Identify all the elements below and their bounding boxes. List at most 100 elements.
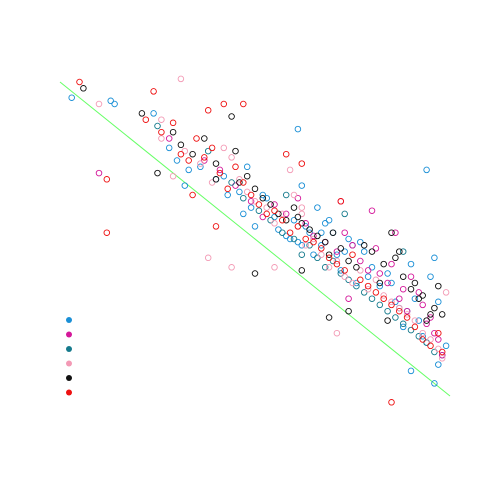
- data-point: [255, 201, 263, 208]
- data-point: [177, 150, 185, 158]
- data-point: [419, 301, 426, 309]
- data-point: [318, 245, 325, 252]
- data-point: [259, 213, 267, 221]
- data-point: [407, 326, 415, 334]
- data-point: [415, 333, 423, 340]
- data-point: [150, 110, 157, 117]
- data-points-layer: [68, 75, 450, 406]
- data-point: [341, 273, 348, 280]
- data-point: [177, 75, 185, 83]
- data-point: [325, 314, 333, 321]
- data-point: [388, 279, 395, 287]
- data-point: [349, 242, 356, 249]
- data-point: [399, 248, 407, 255]
- series-4: [95, 75, 450, 362]
- data-point: [95, 169, 103, 177]
- data-point: [438, 348, 446, 356]
- data-point: [76, 78, 83, 86]
- data-point: [302, 235, 309, 243]
- data-point: [169, 128, 177, 136]
- data-point: [357, 276, 364, 284]
- data-point: [384, 307, 391, 315]
- data-point: [204, 107, 212, 114]
- data-point: [388, 298, 395, 306]
- data-point: [411, 323, 419, 331]
- data-point: [423, 317, 430, 324]
- data-point: [419, 333, 426, 340]
- data-point: [263, 210, 270, 218]
- data-point: [212, 160, 220, 167]
- data-point: [333, 329, 341, 337]
- data-point: [228, 154, 235, 161]
- data-point: [306, 226, 313, 233]
- data-point: [372, 245, 380, 252]
- data-point: [427, 311, 434, 318]
- legend-marker-2: [66, 331, 72, 338]
- data-point: [403, 311, 411, 318]
- data-point: [423, 320, 430, 328]
- data-point: [388, 229, 395, 236]
- data-point: [388, 399, 395, 406]
- series-1: [68, 94, 450, 387]
- data-point: [438, 311, 446, 318]
- data-point: [298, 242, 306, 249]
- data-point: [154, 169, 161, 177]
- data-point: [364, 282, 372, 290]
- data-point: [263, 194, 270, 202]
- data-point: [111, 100, 118, 108]
- data-point: [165, 135, 173, 142]
- data-point: [154, 122, 161, 130]
- data-point: [302, 242, 309, 249]
- data-point: [212, 176, 220, 183]
- data-point: [189, 191, 196, 199]
- legend-marker-1: [66, 317, 72, 323]
- data-point: [384, 317, 391, 324]
- data-point: [310, 238, 317, 246]
- data-point: [275, 226, 282, 233]
- legend-marker-3: [66, 346, 72, 352]
- data-point: [232, 147, 239, 155]
- data-point: [294, 223, 302, 230]
- data-point: [294, 125, 302, 133]
- data-point: [349, 279, 356, 287]
- data-point: [357, 267, 364, 274]
- data-point: [158, 128, 165, 136]
- data-point: [442, 342, 450, 350]
- data-point: [415, 317, 423, 324]
- data-point: [435, 298, 442, 306]
- data-point: [360, 248, 368, 255]
- data-point: [247, 191, 255, 199]
- data-point: [411, 295, 419, 302]
- data-point: [333, 257, 341, 265]
- data-point: [396, 248, 403, 255]
- data-point: [353, 279, 360, 287]
- data-point: [364, 285, 372, 293]
- data-point: [337, 267, 345, 274]
- data-point: [259, 191, 267, 199]
- data-point: [364, 267, 372, 274]
- data-point: [267, 216, 274, 224]
- data-point: [325, 216, 333, 224]
- data-point: [415, 289, 423, 296]
- data-point: [388, 301, 395, 309]
- data-point: [267, 201, 274, 208]
- data-point: [251, 223, 259, 230]
- data-point: [431, 329, 438, 337]
- data-point: [271, 213, 278, 221]
- data-point: [181, 182, 189, 189]
- data-point: [337, 270, 345, 277]
- data-point: [290, 191, 298, 199]
- data-point: [158, 116, 165, 123]
- data-point: [341, 248, 348, 255]
- data-point: [427, 342, 434, 350]
- data-point: [321, 238, 329, 246]
- series-3: [154, 122, 438, 356]
- data-point: [435, 345, 442, 353]
- data-point: [201, 157, 208, 164]
- data-point: [392, 314, 399, 321]
- data-point: [150, 88, 157, 95]
- data-point: [345, 276, 352, 284]
- data-point: [251, 270, 259, 277]
- data-point: [427, 273, 434, 280]
- data-point: [236, 176, 243, 183]
